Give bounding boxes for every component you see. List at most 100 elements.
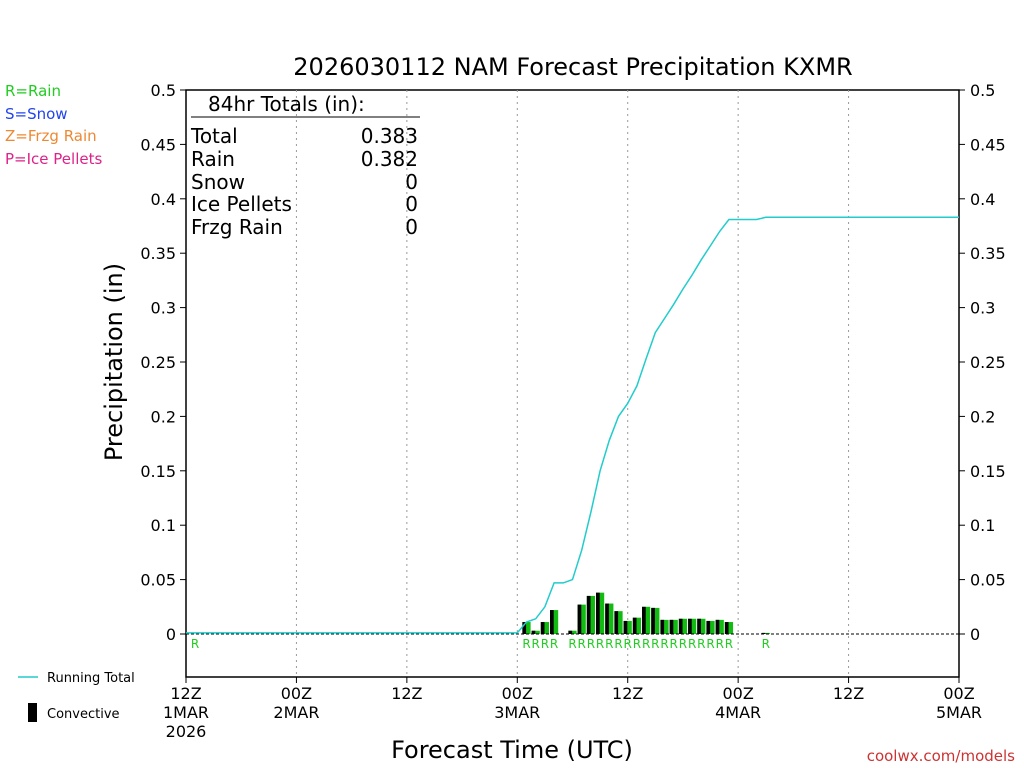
totals-header: 84hr Totals (in): (208, 92, 365, 116)
y-tick-label-left: 0.5 (151, 81, 176, 100)
convective-bar (706, 620, 711, 634)
convective-bar (522, 622, 527, 634)
x-tick-label: 00Z (722, 684, 753, 703)
ptype-label: R (532, 637, 540, 651)
credit-text: coolwx.com/models (867, 747, 1015, 765)
x-tick-label: 3MAR (494, 703, 540, 722)
plot-frame (185, 89, 960, 678)
precip-bar (540, 622, 549, 634)
x-tick-label: 2026 (166, 722, 207, 741)
precip-bar (660, 619, 669, 634)
y-tick-label-left: 0.3 (151, 299, 176, 318)
ptype-label: R (614, 637, 622, 651)
y-tick-label-right: 0.4 (970, 190, 995, 209)
ptype-label: R (642, 637, 650, 651)
x-tick-label: 4MAR (715, 703, 761, 722)
precip-bar (614, 611, 623, 634)
convective-bar (623, 620, 628, 634)
y-tick-label-right: 0.1 (970, 516, 995, 535)
convective-bar (660, 619, 665, 634)
ptype-label: R (587, 637, 595, 651)
y-tick-label-left: 0.4 (151, 190, 176, 209)
convective-bar (715, 619, 720, 634)
convective-bar (669, 619, 674, 634)
legend-rain: R=Rain (5, 82, 61, 100)
bars-group (522, 592, 770, 634)
precip-bar (761, 632, 770, 634)
totals-label-snow: Snow (191, 170, 245, 194)
y-tick-label-left: 0.25 (140, 353, 176, 372)
ptype-legend: R=Rain S=Snow Z=Frzg Rain P=Ice Pellets (5, 82, 102, 168)
ptype-label: R (716, 637, 724, 651)
convective-bar (632, 617, 637, 634)
x-tick-label: 00Z (943, 684, 974, 703)
ptype-label: R (568, 637, 576, 651)
y-axis-ticks: 0 00.05 0.050.1 0.10.15 0.150.2 0.20.25 0.250.… (140, 81, 1005, 644)
y-axis-label: Precipitation (in) (100, 263, 128, 461)
ptype-label: R (550, 637, 558, 651)
convective-legend-label: Convective (47, 707, 120, 722)
totals-value-ice-pellets: 0 (405, 192, 418, 216)
ptype-label: R (762, 637, 770, 651)
convective-bar (568, 630, 573, 634)
convective-bar (577, 604, 582, 634)
ptype-label: R (679, 637, 687, 651)
x-tick-label: 12Z (612, 684, 643, 703)
totals-label-frzg-rain: Frzg Rain (191, 215, 283, 239)
convective-bar (596, 592, 600, 634)
x-tick-label: 2MAR (273, 703, 319, 722)
precip-bar (586, 595, 596, 634)
convective-bar (642, 606, 646, 634)
x-tick-label: 12Z (833, 684, 864, 703)
y-tick-label-right: 0.45 (970, 135, 1006, 154)
y-tick-label-right: 0.3 (970, 299, 995, 318)
x-tick-label: 5MAR (936, 703, 982, 722)
convective-bar (531, 630, 536, 634)
totals-value-frzg-rain: 0 (405, 215, 418, 239)
ptype-label: R (191, 637, 199, 651)
ptype-label: R (706, 637, 714, 651)
precip-bar (577, 604, 586, 634)
totals-value-total: 0.383 (361, 124, 418, 148)
y-tick-label-left: 0.05 (140, 571, 176, 590)
convective-bar (614, 611, 619, 634)
precip-bar (678, 618, 688, 634)
legend-snow: S=Snow (5, 105, 68, 123)
x-tick-label: 1MAR (163, 703, 209, 722)
precip-bar (669, 619, 678, 634)
precip-bar (697, 618, 706, 634)
convective-bar (761, 632, 766, 634)
ptype-label: R (578, 637, 586, 651)
totals-value-snow: 0 (405, 170, 418, 194)
convective-bar (697, 618, 701, 634)
chart-title: 2026030112 NAM Forecast Precipitation KX… (293, 53, 852, 81)
precip-bar (522, 622, 531, 634)
ptype-label: R (697, 637, 705, 651)
totals-label-ice-pellets: Ice Pellets (191, 192, 292, 216)
precip-bar (623, 620, 632, 634)
ptype-labels: R R R R R R R R R R R R R R R R R R R R R R RR (191, 637, 770, 651)
ptype-label: R (633, 637, 641, 651)
precip-bar (706, 620, 715, 634)
precip-bar (651, 607, 660, 634)
precip-bar (605, 603, 614, 634)
convective-bar (688, 618, 692, 634)
precip-bar (642, 606, 651, 634)
ptype-label: R (688, 637, 696, 651)
y-tick-label-left: 0.15 (140, 462, 176, 481)
convective-swatch (28, 703, 37, 722)
convective-bar (724, 622, 729, 634)
totals-label-rain: Rain (191, 147, 235, 171)
y-tick-label-right: 0.15 (970, 462, 1006, 481)
totals-value-rain: 0.382 (361, 147, 418, 171)
convective-bar (678, 618, 683, 634)
ptype-label: R (651, 637, 659, 651)
legend-frzg-rain: Z=Frzg Rain (5, 127, 97, 145)
y-tick-label-left: 0.2 (151, 407, 176, 426)
ptype-label: R (624, 637, 632, 651)
x-tick-label: 00Z (281, 684, 312, 703)
series-legend: Running Total Convective (18, 671, 135, 722)
running-total-line (186, 216, 959, 634)
